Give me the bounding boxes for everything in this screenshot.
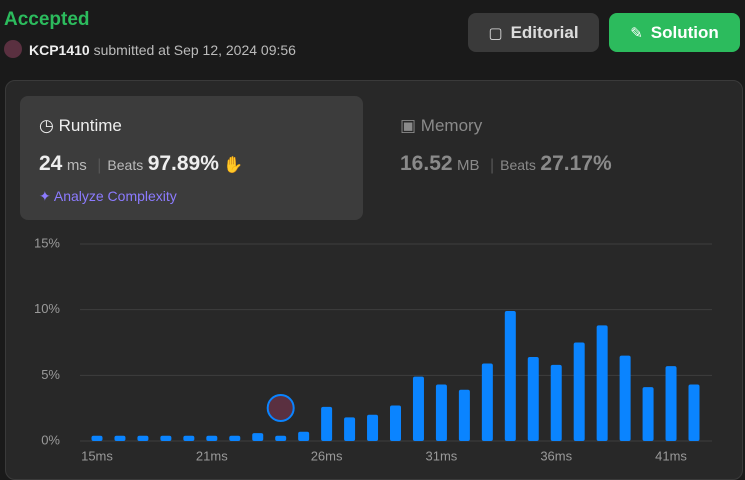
- bar: [114, 435, 126, 441]
- bar: [619, 355, 631, 441]
- bar: [665, 366, 677, 441]
- bar: [91, 435, 103, 441]
- y-tick-label: 10%: [34, 301, 60, 316]
- x-tick-label: 26ms: [311, 448, 343, 463]
- user-marker: [266, 394, 295, 422]
- bar: [137, 435, 149, 441]
- bar: [298, 431, 310, 441]
- bar: [688, 384, 700, 441]
- memory-value: 16.52: [400, 152, 453, 175]
- runtime-title: ◷ Runtime: [39, 116, 122, 135]
- memory-stats: 16.52 MB | Beats 27.17%: [400, 152, 612, 175]
- y-tick-label: 0%: [41, 432, 60, 447]
- bar: [367, 414, 379, 441]
- bar: [183, 435, 195, 441]
- bar: [160, 435, 172, 441]
- bar: [642, 387, 654, 441]
- x-tick-label: 15ms: [81, 448, 113, 463]
- x-tick-label: 21ms: [196, 448, 228, 463]
- runtime-beats: 97.89%: [147, 152, 219, 175]
- bar: [229, 435, 241, 441]
- button-label: Editorial: [510, 22, 579, 42]
- submission-info: KCP1410 submitted at Sep 12, 2024 09:56: [29, 42, 296, 58]
- x-tick-label: 31ms: [426, 448, 458, 463]
- bar: [344, 417, 356, 441]
- runtime-label: Runtime: [58, 116, 122, 135]
- beats-label: Beats: [500, 157, 536, 173]
- bar: [458, 389, 470, 441]
- edit-icon: ✎: [630, 24, 643, 42]
- bar: [252, 433, 264, 441]
- runtime-stats: 24 ms | Beats 97.89% ✋: [39, 152, 244, 175]
- bar: [435, 384, 447, 441]
- bar: [504, 310, 516, 441]
- bar: [573, 342, 585, 441]
- book-icon: ▢: [488, 24, 503, 42]
- x-tick-label: 41ms: [655, 448, 687, 463]
- memory-title[interactable]: ▣ Memory: [400, 116, 483, 135]
- memory-label: Memory: [420, 116, 483, 135]
- bar: [206, 435, 218, 441]
- bar: [412, 376, 424, 441]
- analyze-link[interactable]: ✦ Analyze Complexity: [39, 188, 177, 204]
- bar: [527, 356, 539, 441]
- bar: [390, 405, 401, 441]
- analyze-label: Analyze Complexity: [53, 188, 177, 204]
- runtime-value: 24: [39, 152, 63, 175]
- clap-icon: ✋: [223, 157, 244, 174]
- bar: [481, 363, 493, 441]
- button-label: Solution: [650, 22, 719, 42]
- submitted-time: submitted at Sep 12, 2024 09:56: [93, 42, 296, 58]
- editorial-button[interactable]: ▢ Editorial: [468, 13, 599, 52]
- memory-unit: MB: [457, 157, 480, 174]
- solution-button[interactable]: ✎ Solution: [609, 13, 740, 52]
- beats-label: Beats: [107, 157, 144, 173]
- y-tick-label: 5%: [41, 367, 60, 382]
- status: Accepted: [4, 9, 90, 30]
- memory-beats: 27.17%: [540, 152, 612, 175]
- y-tick-label: 15%: [34, 235, 60, 250]
- bar: [550, 364, 562, 441]
- runtime-unit: ms: [66, 157, 87, 174]
- bar: [596, 325, 608, 441]
- avatar[interactable]: [4, 40, 22, 58]
- bar: [275, 435, 287, 441]
- x-tick-label: 36ms: [540, 448, 572, 463]
- bar: [321, 406, 333, 441]
- username[interactable]: KCP1410: [29, 42, 90, 58]
- runtime-card[interactable]: [20, 96, 363, 220]
